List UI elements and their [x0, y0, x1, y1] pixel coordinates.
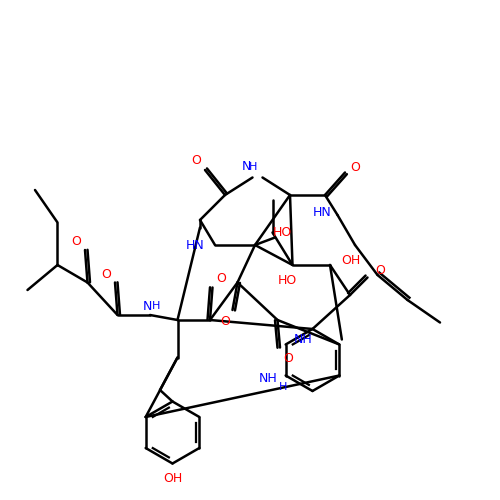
Text: H: H	[152, 301, 160, 311]
Text: NH: NH	[259, 372, 278, 384]
Text: O: O	[350, 161, 360, 174]
Text: O: O	[216, 272, 226, 285]
Text: O: O	[72, 235, 82, 248]
Text: N: N	[242, 160, 251, 173]
Text: O: O	[191, 154, 201, 166]
Text: H: H	[279, 382, 287, 392]
Text: N: N	[142, 300, 152, 312]
Text: NH: NH	[294, 333, 312, 346]
Text: O: O	[375, 264, 385, 276]
Text: HO: HO	[278, 274, 297, 287]
Text: H: H	[250, 162, 258, 172]
Text: OH: OH	[163, 472, 182, 485]
Text: HN: HN	[313, 206, 332, 219]
Text: HN: HN	[186, 238, 204, 252]
Text: OH: OH	[342, 254, 360, 266]
Text: O: O	[102, 268, 112, 280]
Text: O: O	[220, 315, 230, 328]
Text: HO: HO	[273, 226, 292, 239]
Text: O: O	[284, 352, 294, 366]
